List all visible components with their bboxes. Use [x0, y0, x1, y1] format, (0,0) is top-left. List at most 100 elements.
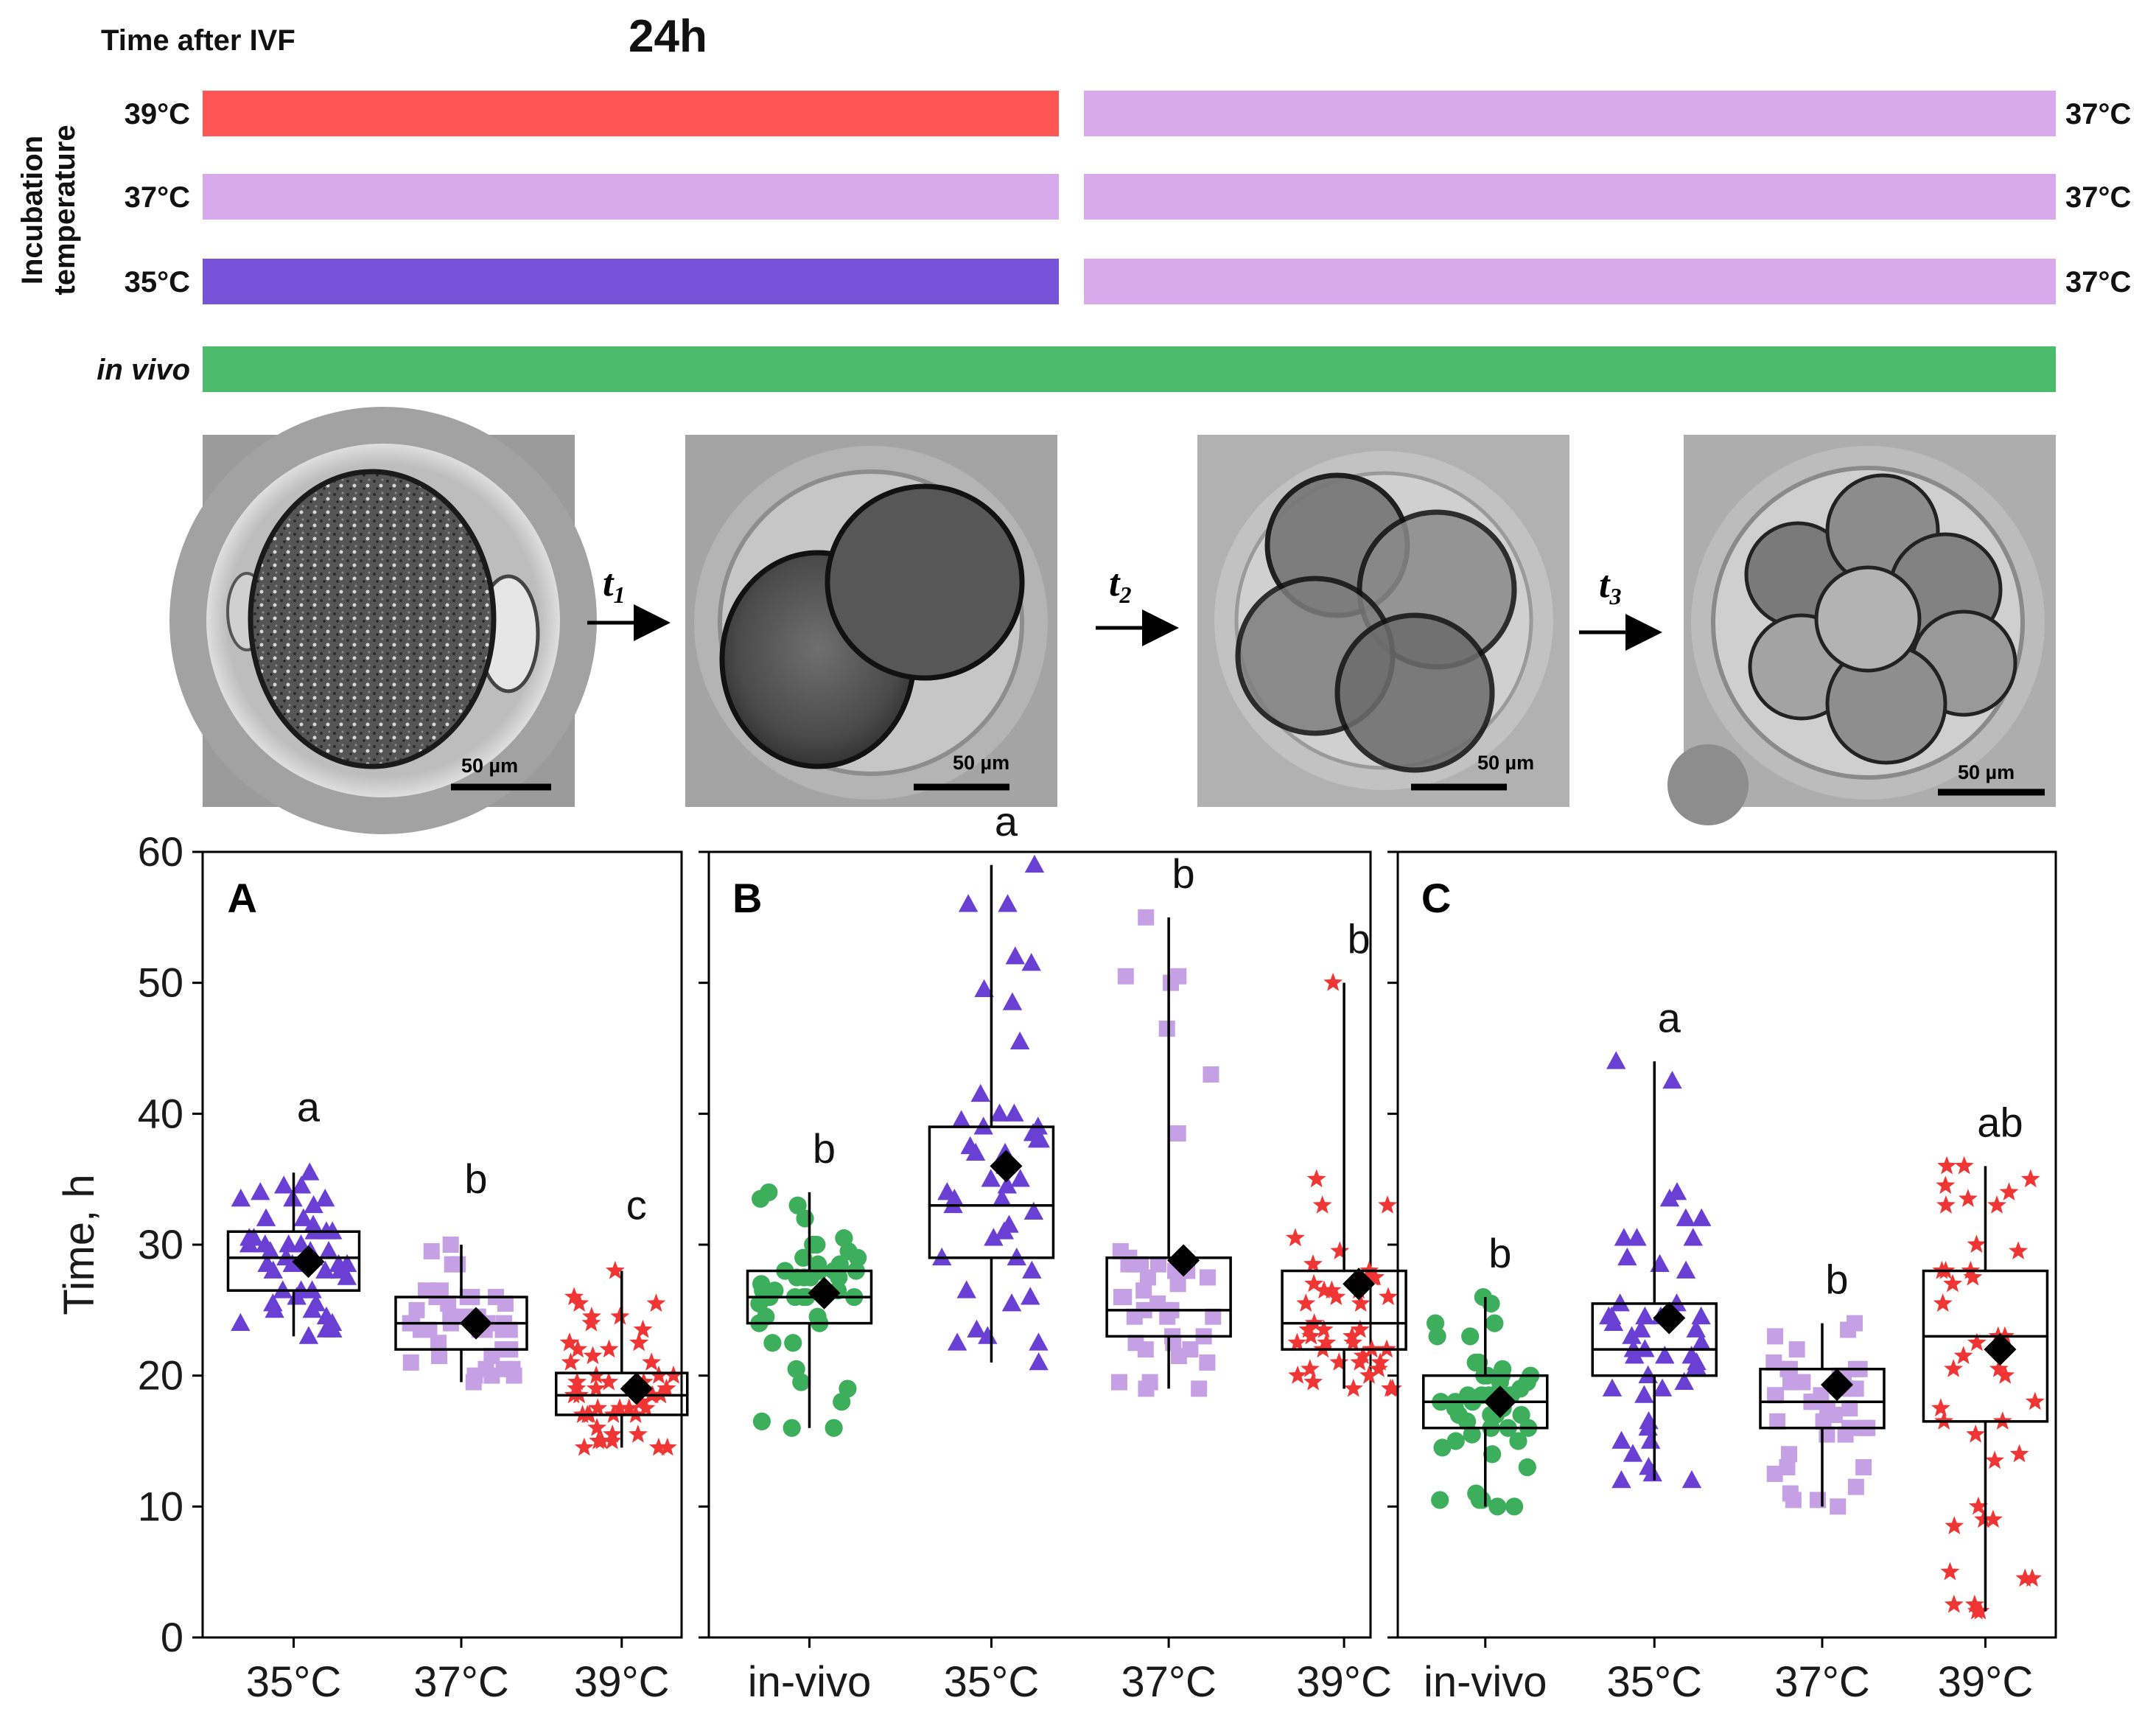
data-point	[1937, 1156, 1957, 1175]
data-point	[1603, 1312, 1624, 1331]
data-point	[1312, 1195, 1332, 1214]
y-tick-label: 60	[138, 828, 183, 875]
data-point	[1314, 1319, 1334, 1338]
data-point	[1029, 1332, 1049, 1351]
data-point	[984, 1228, 1004, 1246]
data-point	[970, 1083, 990, 1102]
scale-bar-label-3: 50 µm	[1477, 752, 1534, 774]
iqr-box	[226, 1230, 361, 1292]
data-point	[402, 1354, 419, 1371]
data-point	[1485, 1314, 1504, 1332]
data-point	[1627, 1228, 1647, 1246]
data-point	[583, 1346, 603, 1365]
panel-letter: C	[1421, 875, 1451, 921]
data-point	[1138, 1380, 1155, 1397]
data-point	[1779, 1459, 1796, 1476]
data-point	[1617, 1247, 1637, 1266]
data-point	[1940, 1562, 1960, 1581]
data-point	[442, 1308, 459, 1325]
data-point	[998, 894, 1018, 912]
data-point	[1691, 1332, 1712, 1351]
data-point	[1353, 1346, 1373, 1365]
x-tick-label: 37°C	[1121, 1658, 1217, 1706]
data-point	[2023, 1568, 2042, 1587]
data-point	[1999, 1182, 2019, 1200]
data-point	[1936, 1175, 1956, 1195]
data-point	[2009, 1444, 2029, 1463]
data-point	[1931, 1398, 1950, 1417]
data-point	[442, 1237, 459, 1253]
data-point	[1428, 1327, 1446, 1346]
data-point	[808, 1255, 827, 1273]
t3-label: t3	[1599, 564, 1621, 609]
x-tick-label: in-vivo	[748, 1658, 872, 1706]
data-point	[628, 1424, 648, 1443]
data-point	[1359, 1366, 1379, 1384]
data-point	[1369, 1359, 1388, 1377]
data-point	[990, 1103, 1009, 1122]
data-point	[1004, 1103, 1024, 1122]
data-point	[1288, 1366, 1308, 1384]
data-point	[1766, 1465, 1783, 1482]
data-point	[1966, 1424, 1986, 1443]
data-point	[1159, 1308, 1176, 1325]
data-point	[1139, 1269, 1156, 1286]
data-point	[1473, 1491, 1491, 1509]
data-point	[825, 1419, 843, 1437]
data-point	[752, 1412, 771, 1430]
data-point	[1936, 1195, 1956, 1214]
data-point	[1512, 1405, 1530, 1424]
data-point	[1466, 1353, 1485, 1371]
transition-arrow-t1: t1	[587, 562, 671, 641]
data-point	[1009, 1031, 1030, 1050]
data-point	[1634, 1385, 1654, 1403]
data-point	[657, 1437, 677, 1456]
panel-a: 0 10 20 30 40 50 60 Time, h A 35°C a 37°C b 39°C c	[55, 828, 689, 1706]
data-point	[1138, 909, 1155, 926]
data-point	[2025, 1391, 2045, 1410]
data-point	[1625, 1346, 1645, 1364]
data-point	[1767, 1328, 1784, 1345]
data-point	[1362, 1267, 1382, 1286]
temp-row-35c: 35°C 37°C	[125, 259, 2131, 304]
box-plot-panels: 0 10 20 30 40 50 60 Time, h A 35°C a 37°C b 39°C c Bin-…	[55, 798, 2057, 1706]
mean-diamond	[1653, 1301, 1686, 1335]
data-point	[588, 1398, 608, 1417]
data-point	[1170, 1348, 1187, 1365]
data-point	[642, 1352, 662, 1371]
data-point	[967, 1319, 987, 1338]
data-point	[1023, 1123, 1043, 1142]
micrograph-2-cell: 50 µm	[685, 435, 1057, 807]
significance-letter: a	[297, 1083, 321, 1130]
data-point	[1674, 1371, 1694, 1390]
data-point	[599, 1371, 619, 1391]
data-point	[257, 1254, 277, 1273]
mean-diamond	[460, 1307, 492, 1340]
data-point	[2015, 1568, 2035, 1587]
data-point	[1944, 1594, 1964, 1613]
data-point	[1433, 1438, 1452, 1457]
data-point	[783, 1419, 801, 1437]
data-point	[784, 1334, 802, 1352]
data-point	[610, 1307, 630, 1325]
data-point	[2009, 1241, 2029, 1259]
data-point	[1381, 1378, 1400, 1397]
significance-letter: b	[1488, 1230, 1511, 1276]
data-point	[649, 1366, 668, 1384]
data-point	[808, 1307, 827, 1326]
data-point	[1967, 1234, 1987, 1253]
significance-letter: ab	[1977, 1099, 2023, 1145]
data-point	[1505, 1497, 1524, 1516]
data-point	[1767, 1387, 1784, 1404]
data-point	[1296, 1293, 1316, 1312]
transition-arrow-t2: t2	[1096, 562, 1179, 646]
temp-row-label: 39°C	[125, 98, 190, 130]
data-point	[418, 1282, 435, 1299]
data-point	[1830, 1498, 1847, 1515]
iqr-box	[1591, 1302, 1718, 1377]
data-point	[1303, 1254, 1323, 1273]
data-point	[413, 1321, 430, 1338]
data-point	[1933, 1293, 1953, 1312]
significance-letter: b	[464, 1156, 487, 1202]
data-point	[477, 1360, 494, 1377]
